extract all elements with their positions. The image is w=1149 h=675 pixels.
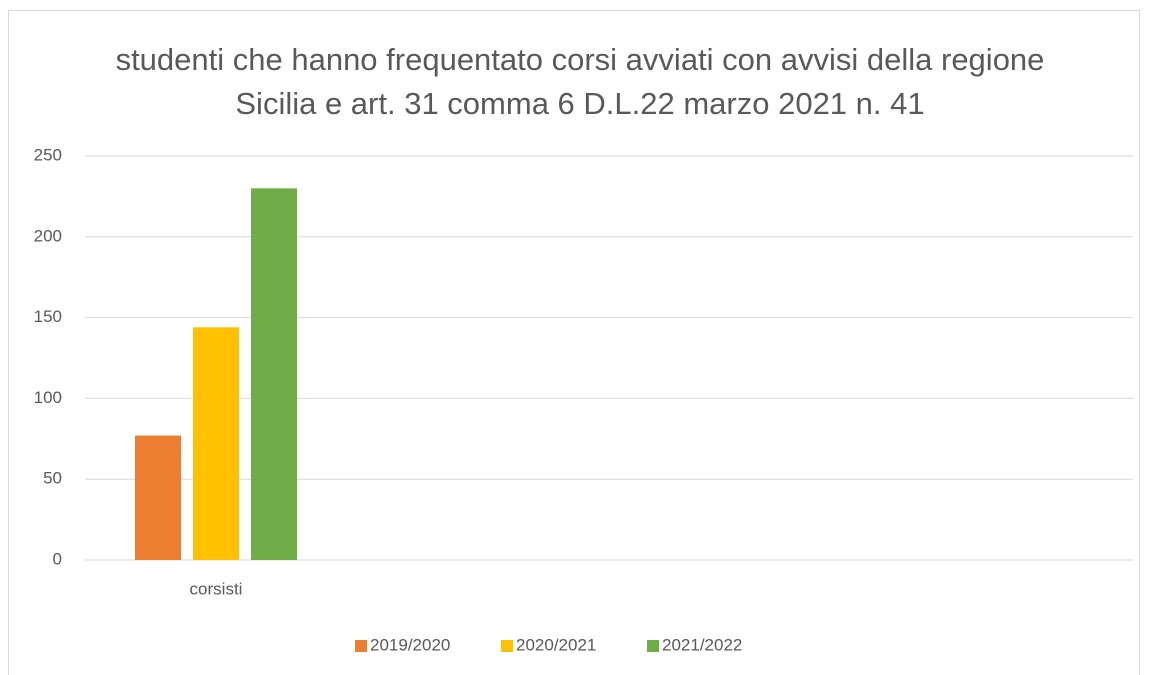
legend-label: 2020/2021: [516, 635, 596, 654]
chart-frame: [8, 10, 1140, 675]
y-tick-label: 0: [53, 549, 62, 568]
legend-swatch: [501, 640, 513, 652]
y-tick-label: 50: [43, 469, 62, 488]
x-tick-label: corsisti: [190, 579, 243, 598]
legend-swatch: [355, 640, 367, 652]
bar: [193, 327, 239, 560]
bar: [251, 188, 297, 560]
legend-label: 2021/2022: [662, 635, 742, 654]
y-tick-label: 200: [34, 226, 62, 245]
y-tick-label: 150: [34, 307, 62, 326]
chart-title: studenti che hanno frequentato corsi avv…: [115, 42, 1045, 121]
y-tick-label: 100: [34, 388, 62, 407]
bar: [135, 435, 181, 560]
legend-label: 2019/2020: [370, 635, 450, 654]
legend-swatch: [647, 640, 659, 652]
y-tick-label: 250: [34, 145, 62, 164]
